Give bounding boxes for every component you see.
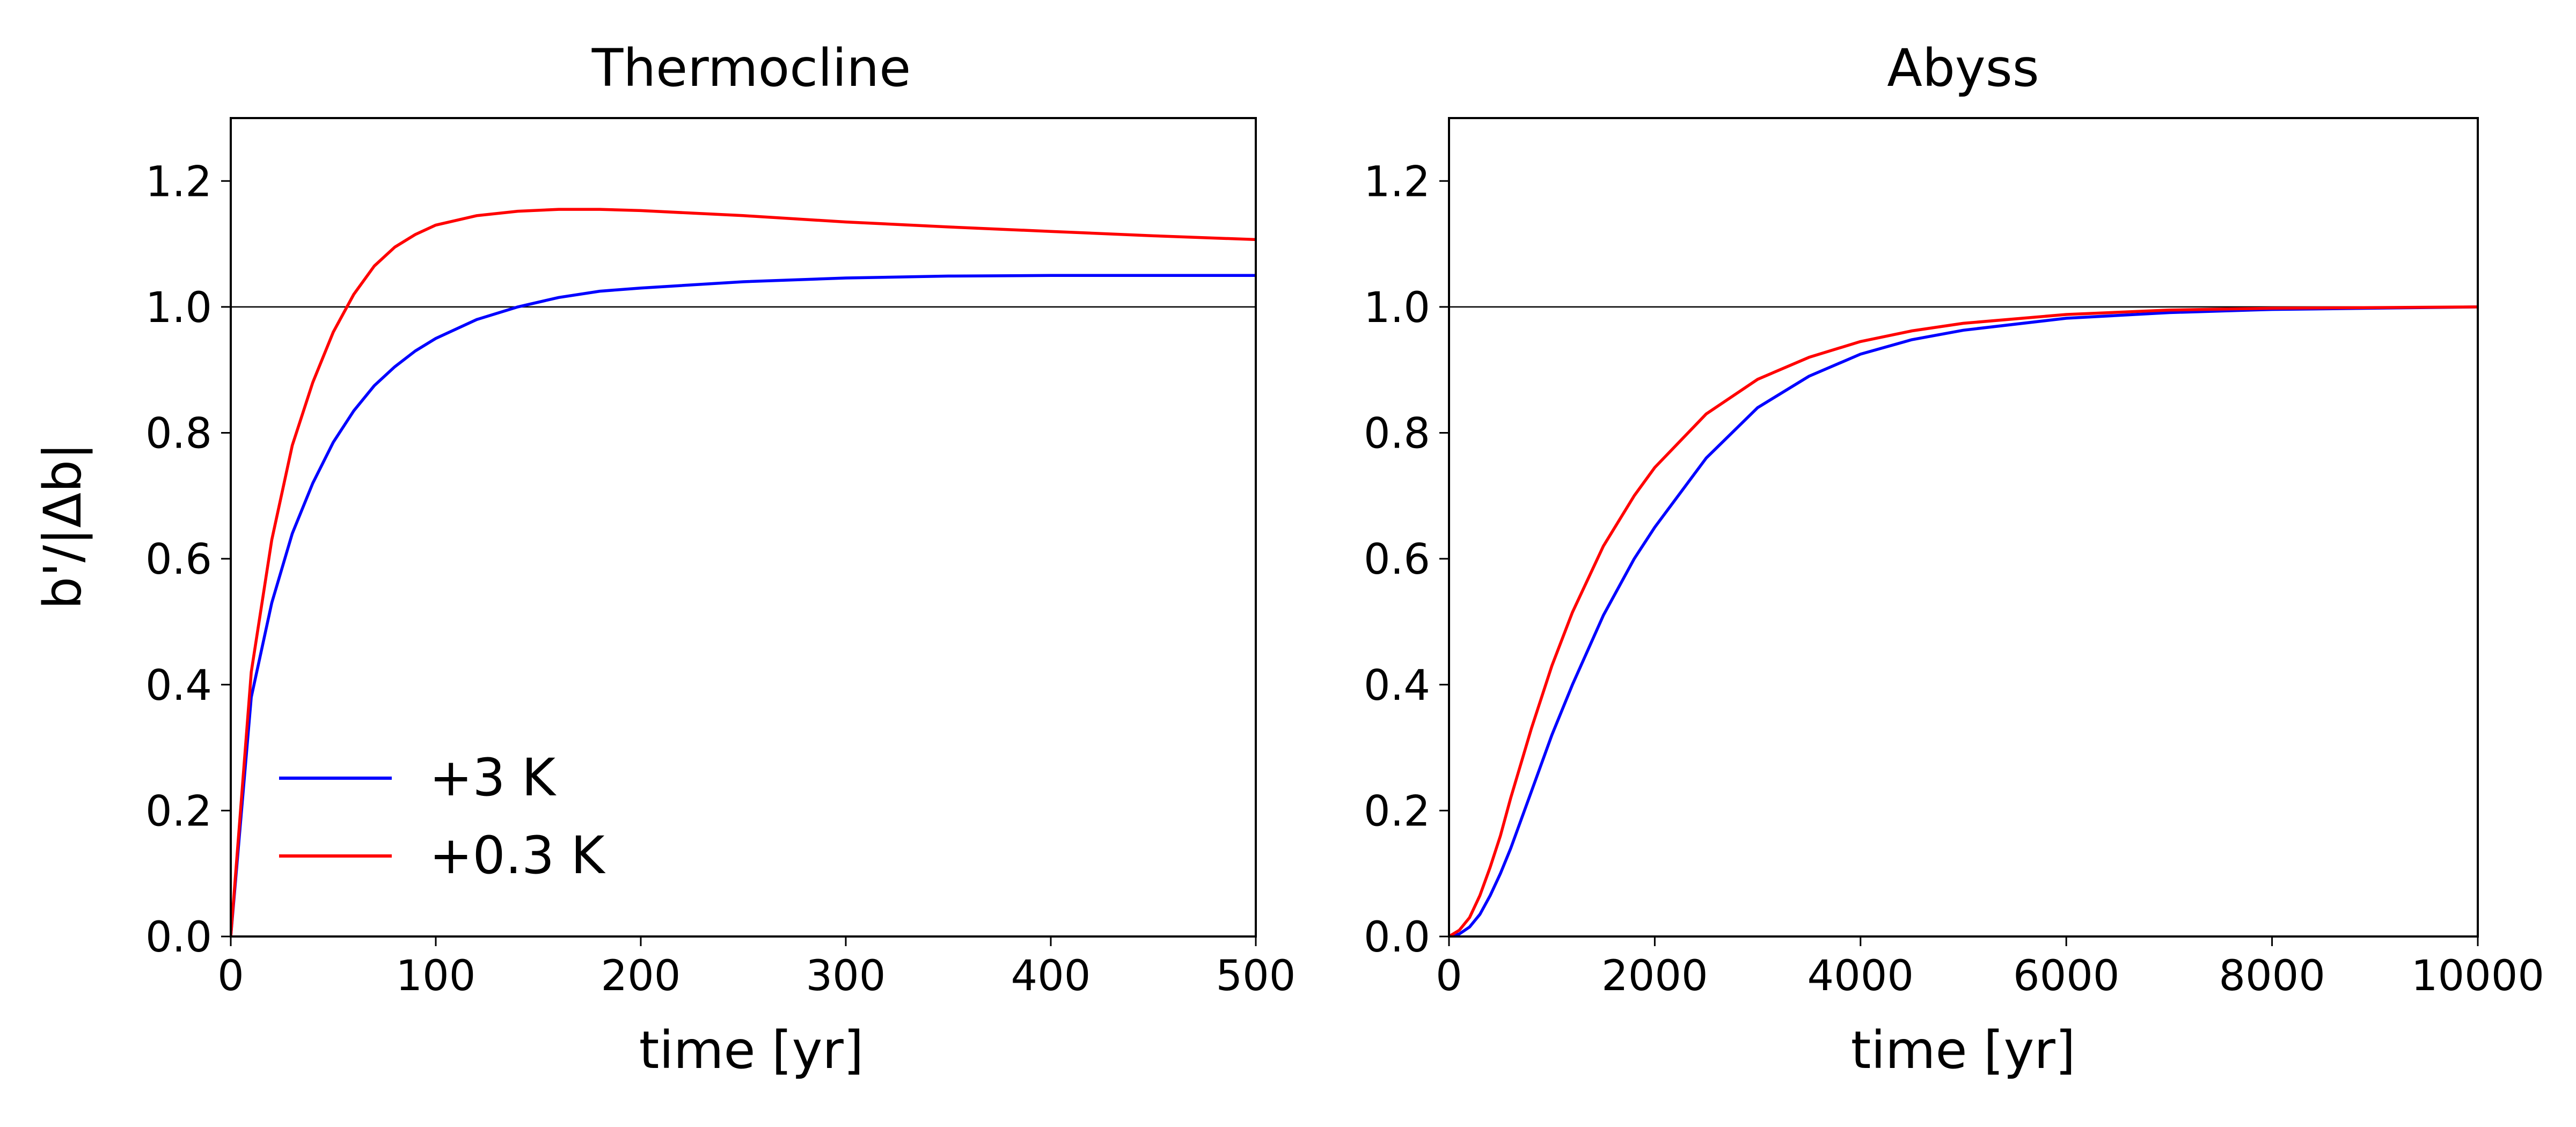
series-line-3k <box>231 274 1256 936</box>
x-tick-label: 500 <box>1216 952 1296 1000</box>
panel-title: Abyss <box>1887 38 2039 98</box>
x-tick-label: 400 <box>1011 952 1091 1000</box>
series-line-0-3k <box>1449 305 2478 936</box>
series-line-0-3k <box>231 208 1256 936</box>
y-tick-label: 0.4 <box>1364 662 1430 710</box>
y-tick-label: 0.0 <box>1364 913 1430 962</box>
x-tick-label: 0 <box>1436 952 1462 1000</box>
y-tick-label: 0.8 <box>1364 410 1430 458</box>
y-tick-label: 0.2 <box>1364 787 1430 836</box>
panel-title: Thermocline <box>591 38 911 98</box>
x-tick-label: 0 <box>217 952 244 1000</box>
x-tick-label: 200 <box>601 952 681 1000</box>
x-tick-label: 300 <box>806 952 886 1000</box>
axes-frame <box>1448 117 2479 938</box>
plot-area: 0 2000 4000 6000 8000 10000 0.0 0.2 0.4 0.6 0.8 1.0… <box>1364 117 2544 1000</box>
series-line-3k <box>1449 305 2478 936</box>
x-axis-label: time [yr] <box>1851 1020 2076 1080</box>
abyss-panel: Abyss time [yr] 0 2000 4000 6000 8000 10000 0.… <box>1364 38 2544 1080</box>
y-tick-label: 1.0 <box>145 284 212 332</box>
x-tick-label: 10000 <box>2411 952 2544 1000</box>
x-tick-label: 8000 <box>2219 952 2325 1000</box>
legend-label-0-3k: +0.3 K <box>429 825 606 885</box>
y-tick-label: 0.8 <box>145 410 212 458</box>
x-tick-label: 6000 <box>2013 952 2120 1000</box>
plot-area: 0 100 200 300 400 500 0.0 0.2 0.4 0.6 0.8 1.0 1.2 <box>145 117 1296 1000</box>
y-tick-label: 0.2 <box>145 787 212 836</box>
y-tick-label: 1.2 <box>1364 158 1430 206</box>
y-tick-label: 1.0 <box>1364 284 1430 332</box>
legend: +3 K +0.3 K <box>252 735 660 907</box>
y-axis-label: b'/|Δb| <box>33 443 93 610</box>
y-tick-label: 1.2 <box>145 158 212 206</box>
axes-frame <box>230 117 1257 938</box>
x-tick-label: 4000 <box>1807 952 1914 1000</box>
x-tick-label: 100 <box>396 952 476 1000</box>
legend-label-3k: +3 K <box>429 748 557 808</box>
y-tick-label: 0.6 <box>1364 536 1430 584</box>
y-tick-label: 0.4 <box>145 662 212 710</box>
y-tick-label: 0.0 <box>145 913 212 962</box>
thermocline-panel: Thermocline b'/|Δb| time [yr] 0 100 200 300… <box>33 38 1296 1080</box>
x-tick-label: 2000 <box>1601 952 1708 1000</box>
y-tick-label: 0.6 <box>145 536 212 584</box>
x-axis-label: time [yr] <box>639 1020 864 1080</box>
